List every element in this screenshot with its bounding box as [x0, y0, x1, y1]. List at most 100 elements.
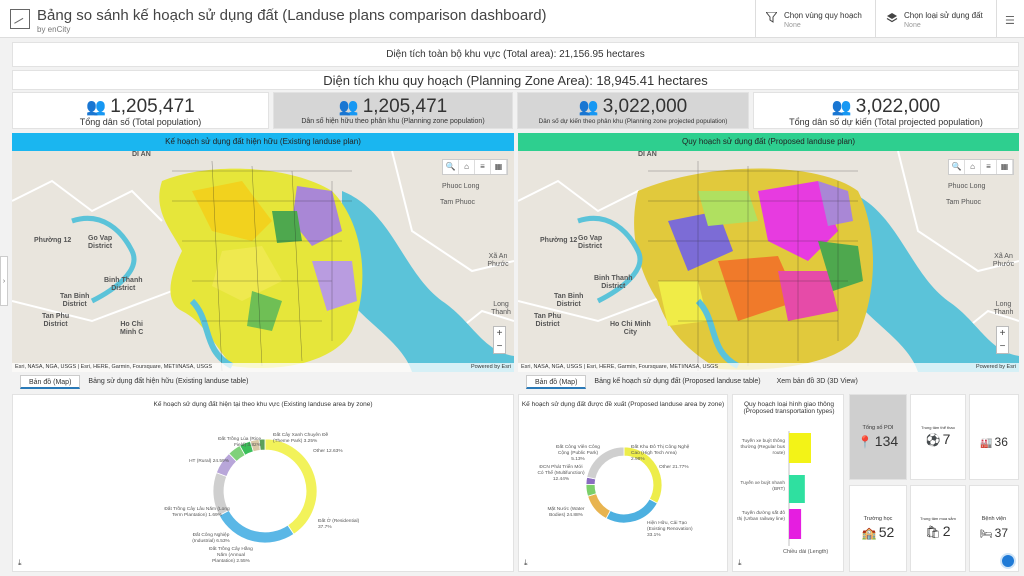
search-icon[interactable]: 🔍: [443, 160, 459, 174]
page-title: Bảng so sánh kế hoạch sử dụng đất (Landu…: [37, 7, 547, 24]
download-icon[interactable]: ⤓: [738, 558, 742, 567]
stat-total-projected-population: 👥 3,022,000 Tổng dân số dự kiến (Total pr…: [753, 92, 1019, 129]
donut-slice[interactable]: [586, 446, 625, 480]
transport-bar[interactable]: [789, 509, 802, 539]
bar-category-label: Tuyến đường sắt đô thị (Urban railway li…: [737, 511, 785, 522]
proposed-map-graphic: [518, 151, 1019, 372]
app-logo-icon: [10, 9, 30, 29]
tab-proposed-table[interactable]: Bảng kế hoạch sử dụng đất (Proposed land…: [594, 378, 761, 385]
zoom-in-button[interactable]: +: [999, 328, 1006, 339]
stat-zone-projected-population: 👥 3,022,000 Dân số dự kiến theo phân khu …: [517, 92, 749, 129]
page-subtitle: by enCity: [37, 25, 71, 34]
kpi-value: 7: [942, 431, 951, 447]
donut-slice[interactable]: [585, 483, 597, 497]
existing-map-title: Kế hoạch sử dụng đất hiện hữu (Existing …: [12, 133, 514, 151]
shopping-bag-icon: 🛍: [925, 525, 941, 539]
basemap-icon[interactable]: ▦: [997, 160, 1013, 174]
download-icon[interactable]: ⤓: [524, 558, 528, 567]
slice-label: Đất Trồng Cây Hằng Năm (Annual Plantatio…: [209, 547, 253, 564]
search-icon[interactable]: 🔍: [949, 160, 965, 174]
donut-slice[interactable]: [605, 498, 658, 524]
place-label: Xã An Phước: [487, 253, 509, 268]
menu-button[interactable]: ☰: [996, 0, 1024, 38]
place-label: Tan Phu District: [534, 313, 562, 328]
stat-label: Dân số dự kiến theo phân khu (Planning z…: [538, 118, 728, 125]
stat-value: 3,022,000: [602, 96, 688, 117]
zone-filter[interactable]: Chọn vùng quy hoạch None: [755, 0, 875, 38]
landuse-type-filter[interactable]: Chọn loại sử dụng đất None: [875, 0, 996, 38]
proposed-landuse-map[interactable]: DI AN Phường 12 Go Vap District Binh Tha…: [518, 151, 1019, 372]
zoom-in-button[interactable]: +: [496, 328, 503, 339]
zoom-control: + −: [493, 326, 506, 354]
slice-label: Đất Công Nghiệp (Industrial) 6.53%: [192, 533, 230, 544]
place-label: Binh Thanh District: [104, 277, 143, 292]
stat-label: Tổng dân số (Total population): [79, 117, 202, 127]
map-attribution: Esri, NASA, NGA, USGS | Esri, HERE, Garm…: [12, 363, 514, 372]
zone-filter-label: Chọn vùng quy hoạch: [784, 11, 862, 20]
legend-icon[interactable]: ≡: [981, 160, 997, 174]
tab-map[interactable]: Bản đồ (Map): [20, 375, 81, 389]
proposed-donut-chart[interactable]: [564, 425, 684, 555]
chart-title: Kế hoạch sử dụng đất hiện tại theo khu v…: [153, 401, 373, 408]
legend-icon[interactable]: ≡: [475, 160, 491, 174]
bar-category-label: Tuyến xe buýt thông thường (Regular bus …: [740, 439, 786, 456]
slice-label: Other 12.63%: [313, 449, 343, 454]
slice-label: Đất Khu Đô Thị Công Nghệ Cao (High Tech …: [631, 445, 690, 462]
people-icon: 👥: [578, 99, 599, 116]
kpi-value: 37: [994, 526, 1009, 540]
soccer-ball-icon: ⚽: [925, 433, 941, 447]
people-icon: 👥: [338, 99, 359, 116]
tab-3d-view[interactable]: Xem bản đồ 3D (3D View): [776, 378, 858, 385]
download-icon[interactable]: ⤓: [18, 558, 22, 567]
slice-label: Hiện Hữu, Cải Tạo (Existing Renovation) …: [647, 521, 693, 538]
kpi-label: Bệnh viện: [981, 516, 1007, 522]
zoom-out-button[interactable]: −: [496, 341, 503, 352]
donut-slice[interactable]: [587, 493, 611, 520]
slice-label: Đất Công Viên Công Cộng (Public Park) 5.…: [556, 445, 600, 462]
stat-value: 1,205,471: [362, 96, 448, 117]
donut-slice[interactable]: [264, 438, 318, 535]
stat-total-population: 👥 1,205,471 Tổng dân số (Total population…: [12, 92, 269, 129]
map-toolbar: 🔍 ⌂ ≡ ▦: [442, 159, 508, 175]
stat-label: Tổng dân số dự kiến (Total projected pop…: [789, 117, 983, 127]
stat-value: 1,205,471: [110, 96, 195, 117]
proposed-map-title: Quy hoạch sử dụng đất (Proposed landuse …: [518, 133, 1019, 151]
existing-landuse-map[interactable]: DI AN Phường 12 Go Vap District Binh Tha…: [12, 151, 514, 372]
basemap-icon[interactable]: ▦: [491, 160, 507, 174]
assistant-icon[interactable]: [1000, 553, 1016, 569]
side-panel-toggle[interactable]: ›: [0, 256, 8, 306]
place-label: Ho Chi Minh City: [610, 321, 651, 336]
total-area-banner: Diện tích toàn bộ khu vực (Total area): …: [12, 42, 1019, 67]
people-icon: 👥: [86, 99, 107, 116]
total-area-text: Diện tích toàn bộ khu vực (Total area): …: [386, 49, 645, 60]
stat-value: 3,022,000: [855, 96, 941, 117]
existing-donut-chart[interactable]: [175, 411, 355, 571]
planning-area-text: Diện tích khu quy hoạch (Planning Zone A…: [323, 73, 708, 88]
powered-by-esri[interactable]: Powered by Esri: [975, 364, 1016, 370]
existing-landuse-chart-card: Kế hoạch sử dụng đất hiện tại theo khu v…: [12, 394, 514, 572]
transport-bar[interactable]: [789, 475, 805, 503]
powered-by-esri[interactable]: Powered by Esri: [470, 364, 511, 370]
bar-category-label: Tuyến xe buýt nhanh (BRT): [740, 481, 785, 492]
transport-chart-card: Quy hoạch loại hình giao thông (Proposed…: [732, 394, 844, 572]
tab-map[interactable]: Bản đồ (Map): [526, 375, 587, 389]
landuse-type-filter-value: None: [904, 22, 921, 29]
existing-map-graphic: [12, 151, 514, 372]
kpi-sports-centers: Trung tâm thể thao ⚽ 7: [910, 394, 966, 480]
transport-bar[interactable]: [789, 433, 811, 463]
landuse-type-filter-label: Chọn loại sử dụng đất: [904, 11, 983, 20]
home-icon[interactable]: ⌂: [459, 160, 475, 174]
transport-bar-chart[interactable]: [787, 431, 843, 551]
donut-slice[interactable]: [258, 438, 266, 451]
place-label: Go Vap District: [578, 235, 603, 250]
slice-label: Mặt Nước (Water Bodies) 24.88%: [547, 507, 585, 518]
tab-existing-table[interactable]: Bảng sử dụng đất hiện hữu (Existing land…: [88, 378, 249, 385]
place-label: Binh Thanh District: [594, 275, 633, 290]
home-icon[interactable]: ⌂: [965, 160, 981, 174]
people-icon: 👥: [831, 99, 852, 116]
zoom-out-button[interactable]: −: [999, 341, 1006, 352]
attribution-text: Esri, NASA, NGA, USGS | Esri, HERE, Garm…: [15, 364, 213, 370]
funnel-icon: [764, 11, 779, 26]
chart-title: Kế hoạch sử dụng đất được đề xuất (Propo…: [521, 401, 725, 408]
map-toolbar: 🔍 ⌂ ≡ ▦: [948, 159, 1014, 175]
